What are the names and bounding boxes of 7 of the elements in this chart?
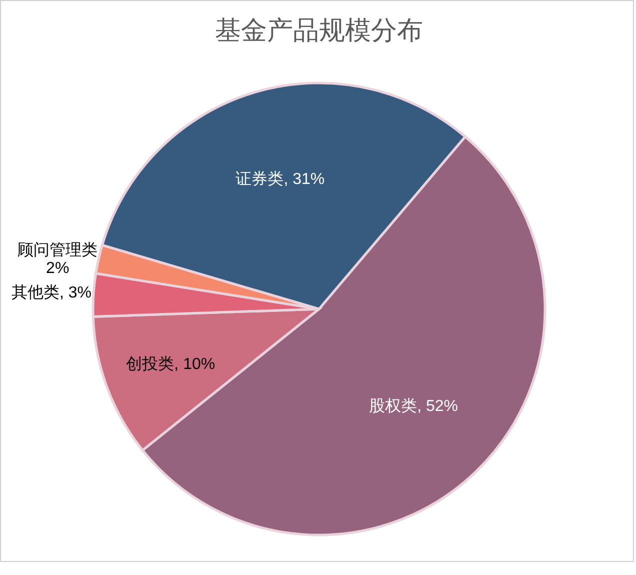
slice-label: 顾问管理类 bbox=[18, 240, 98, 259]
slice-label: 其他类, 3% bbox=[12, 283, 92, 302]
chart-title: 基金产品规模分布 bbox=[215, 15, 423, 45]
slice-label: 创投类, 10% bbox=[126, 354, 216, 373]
data-label: 2% bbox=[46, 260, 70, 277]
slice-label: 股权类, 52% bbox=[369, 397, 458, 416]
slice-label: 证券类, 31% bbox=[236, 170, 325, 188]
